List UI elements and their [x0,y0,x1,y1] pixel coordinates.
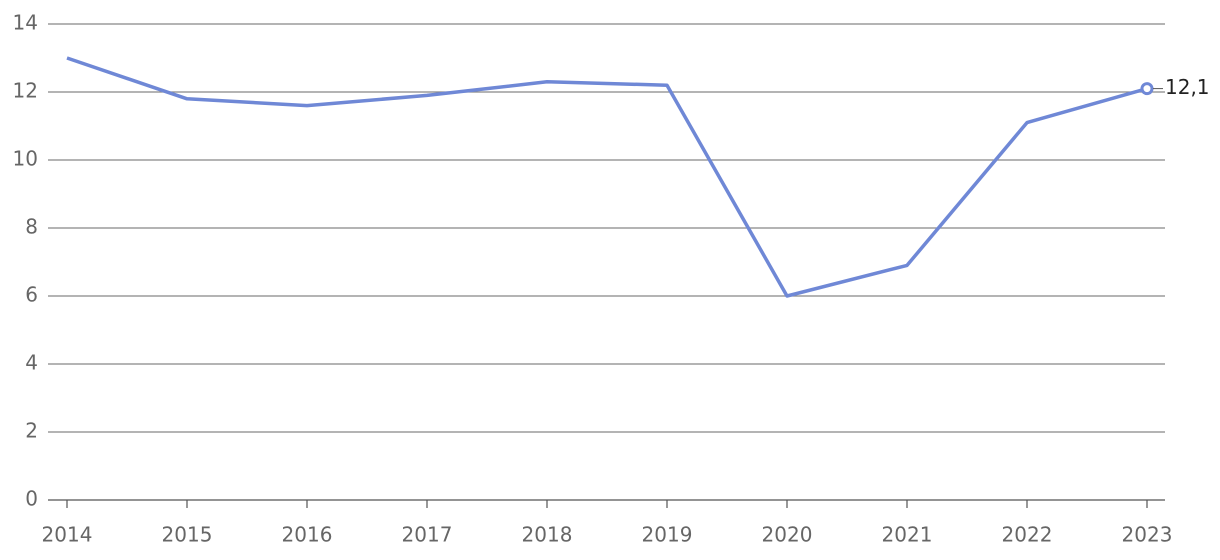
x-tick-label: 2018 [522,523,573,547]
y-tick-label: 4 [25,351,38,375]
x-tick-label: 2021 [882,523,933,547]
y-tick-label: 10 [13,147,38,171]
x-tick-label: 2022 [1002,523,1053,547]
x-tick-label: 2015 [162,523,213,547]
x-tick-label: 2020 [762,523,813,547]
x-tick-label: 2019 [642,523,693,547]
x-tick-label: 2016 [282,523,333,547]
y-tick-label: 2 [25,419,38,443]
x-tick-label: 2017 [402,523,453,547]
point-marker [1140,82,1154,96]
y-tick-label: 0 [25,487,38,511]
line [66,56,1148,298]
y-tick-label: 8 [25,215,38,239]
y-tick-label: 6 [25,283,38,307]
y-tick-label: 14 [13,11,38,35]
value-label: 12,1 [1165,75,1210,99]
x-tick-label: 2023 [1122,523,1173,547]
x-tick-label: 2014 [42,523,93,547]
y-tick-label: 12 [13,79,38,103]
